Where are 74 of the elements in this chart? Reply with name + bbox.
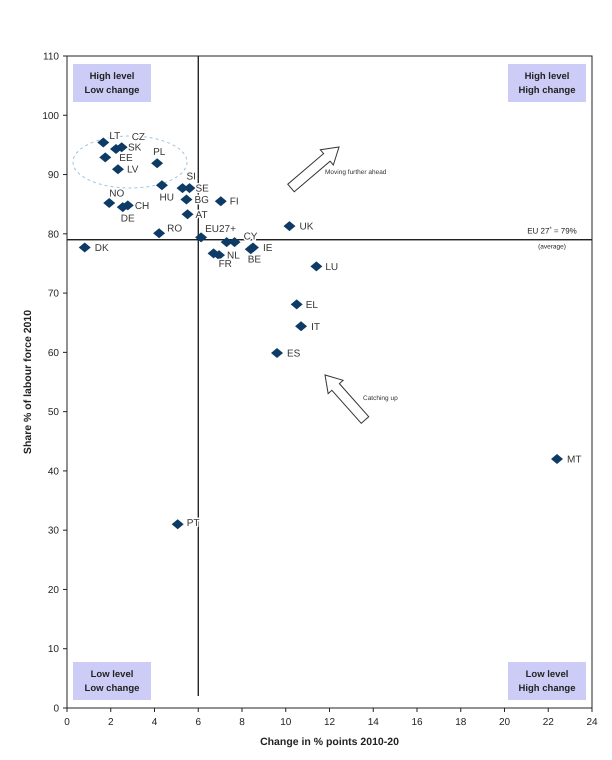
x-tick-label: 12 <box>324 717 336 728</box>
annotation: FI <box>230 196 239 208</box>
annotation: LU <box>325 262 338 273</box>
annotation: IE <box>262 242 273 254</box>
point <box>99 152 112 162</box>
point <box>290 299 303 310</box>
annotation: SK <box>128 142 142 154</box>
x-tick-label: 20 <box>498 717 510 728</box>
point <box>78 242 91 252</box>
point <box>180 194 192 204</box>
point <box>156 180 168 190</box>
y-axis-title: Share % of labour force 2010 <box>22 310 34 454</box>
y-tick-label: 60 <box>48 348 60 359</box>
annotation: High level Low change <box>84 71 140 96</box>
annotation: BE <box>248 254 262 266</box>
y-tick-label: 10 <box>48 644 60 656</box>
annotation: MT <box>567 454 582 466</box>
y-tick-label: 30 <box>48 526 60 537</box>
annotation: ES <box>287 348 301 360</box>
annotation: DE <box>120 214 136 225</box>
x-tick-label: 18 <box>455 717 467 728</box>
annotation: Low level High change <box>518 669 576 694</box>
annotation: EU27+ <box>205 224 236 235</box>
point <box>153 228 166 238</box>
x-tick-label: 6 <box>195 717 202 728</box>
annotation: PL <box>153 146 166 158</box>
annotation: LV <box>126 164 139 176</box>
annotation: CZ <box>132 132 146 143</box>
x-tick-label: 0 <box>64 717 70 728</box>
point <box>182 209 194 220</box>
annotation: EL <box>306 300 318 311</box>
annotation: LT <box>109 131 120 142</box>
annotation: NO <box>109 188 124 200</box>
annotation: HU <box>159 192 174 204</box>
point <box>151 158 164 168</box>
x-axis-title: Change in % points 2010-20 <box>260 736 400 748</box>
y-tick-label: 20 <box>48 584 60 596</box>
annotation: UK <box>299 222 314 233</box>
annotation: RO <box>167 224 182 235</box>
x-tick-label: 2 <box>108 717 114 728</box>
y-tick-label: 70 <box>48 288 60 300</box>
annotation: FR <box>218 258 232 270</box>
x-tick-label: 10 <box>280 717 292 728</box>
y-tick-label: 0 <box>53 704 60 714</box>
x-tick-label: 4 <box>152 717 158 728</box>
y-tick-label: 90 <box>48 170 60 182</box>
point <box>195 232 208 242</box>
point <box>310 261 322 272</box>
point <box>172 519 184 530</box>
y-tick-label: 50 <box>48 407 60 418</box>
point <box>283 221 296 232</box>
x-tick-label: 14 <box>368 717 380 728</box>
point <box>551 454 563 464</box>
annotation: High level High change <box>518 71 576 96</box>
point <box>97 138 110 148</box>
point <box>214 196 227 206</box>
point <box>271 348 283 358</box>
x-tick-label: 16 <box>411 717 423 728</box>
annotation: IT <box>311 322 320 333</box>
y-tick-label: 80 <box>48 229 60 240</box>
annotation: Low level Low change <box>84 669 140 694</box>
annotation: SI <box>186 172 196 183</box>
x-tick-label: 8 <box>239 717 246 728</box>
annotation: EE <box>119 152 133 164</box>
annotation: DK <box>94 242 109 254</box>
point <box>112 164 124 174</box>
y-tick-label: 100 <box>42 110 60 122</box>
x-tick-label: 22 <box>542 717 554 728</box>
annotation: CH <box>134 200 150 212</box>
x-tick-label: 24 <box>586 717 598 728</box>
y-tick-label: 110 <box>43 52 60 62</box>
y-tick-label: 40 <box>48 466 60 478</box>
point <box>103 198 116 208</box>
point <box>295 321 308 332</box>
